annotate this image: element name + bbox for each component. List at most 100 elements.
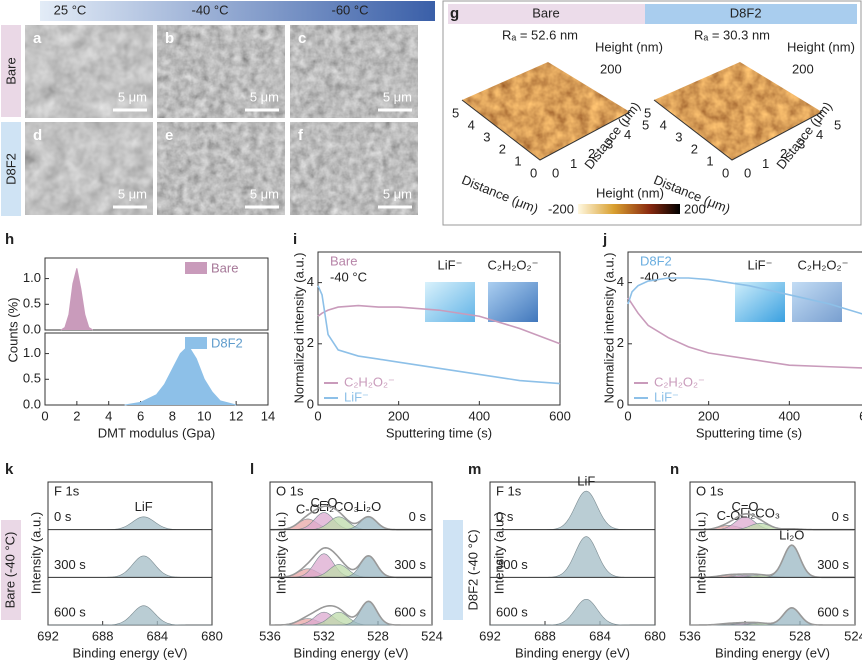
x-tick-label: 8 (169, 408, 176, 423)
y-tick-label: 1.0 (23, 345, 41, 360)
row-label: 0 s (496, 509, 514, 524)
x-tick-label: 684 (146, 628, 168, 643)
scale-label: 5 μm (383, 89, 412, 104)
afm-surface (462, 62, 630, 160)
scale-label: 5 μm (250, 89, 279, 104)
sem-image (290, 122, 418, 215)
tof-cube (792, 282, 842, 322)
y-tick-label: 0.5 (23, 371, 41, 386)
roughness: Rₐ = 30.3 nm (694, 27, 770, 42)
distance-tick: 4 (468, 117, 475, 132)
y-axis-label: Normalized intensity (a.u.) (291, 253, 306, 404)
insets (425, 282, 842, 322)
y-tick-label: 2 (617, 335, 624, 350)
x-tick-label: 10 (197, 408, 211, 423)
scale-label: 5 μm (383, 186, 412, 201)
roughness: Rₐ = 52.6 nm (502, 27, 578, 42)
x-tick-label: 200 (698, 408, 720, 423)
y-tick-label: 4 (307, 274, 314, 289)
afm-header (448, 4, 645, 24)
component-label: C-O (296, 501, 320, 516)
distance-tick: 5 (644, 105, 651, 120)
panel-letter: b (165, 30, 174, 47)
height-tick: 200 (792, 61, 814, 76)
inset-label: LiF⁻ (748, 257, 773, 272)
row-label: 300 s (394, 557, 426, 572)
y-axis-label: Normalized intensity (a.u.) (601, 253, 616, 404)
peak-fit (48, 516, 212, 530)
panel-letter: l (250, 461, 254, 478)
side-box (443, 520, 463, 620)
distance-tick: 1 (762, 156, 769, 171)
distance-tick: 1 (706, 153, 713, 168)
component-label: Li₂CO₃ (319, 499, 359, 514)
legend-swatch (185, 262, 207, 274)
afm-header-label: D8F2 (730, 5, 762, 20)
x-tick-label: 532 (734, 628, 756, 643)
component-label: Li₂CO₃ (740, 506, 780, 521)
distance-tick: 2 (499, 141, 506, 156)
distance-tick: 3 (675, 129, 682, 144)
distance-tick: 2 (588, 146, 595, 161)
y-tick-label: 1.0 (23, 270, 41, 285)
x-tick-label: 400 (778, 408, 800, 423)
x-tick-label: 200 (388, 408, 410, 423)
x-tick-label: 692 (37, 628, 59, 643)
envelope (689, 607, 855, 626)
y-tick-label: 2 (307, 335, 314, 350)
scale-label: 5 μm (250, 186, 279, 201)
distance-tick: 4 (624, 127, 631, 142)
x-tick-label: 600 (859, 408, 862, 423)
x-axis-label: Binding energy (eV) (294, 645, 409, 660)
legend-label: LiF⁻ (344, 389, 369, 404)
scale-label: 5 μm (118, 186, 147, 201)
panel-letter: k (5, 461, 14, 478)
row-box (1, 122, 21, 216)
distance-tick: 0 (722, 165, 729, 180)
distance-tick: 5 (834, 117, 841, 132)
panel-letter: a (33, 30, 42, 47)
afm-surface (654, 62, 822, 160)
x-tick-label: 680 (201, 628, 223, 643)
x-tick-label: 0 (41, 408, 48, 423)
distance-tick: 4 (816, 127, 823, 142)
peak-fit (490, 598, 655, 626)
side-box (1, 520, 21, 620)
y-axis-label: Intensity (a.u.) (491, 512, 506, 594)
inset-label: LiF⁻ (438, 257, 463, 272)
distance-tick: 0 (744, 165, 751, 180)
sem-image (157, 25, 285, 118)
distance-label: Distance (μm) (460, 172, 541, 216)
afm-axis (461, 99, 631, 161)
histogram-area (124, 345, 237, 406)
inset-label: C₂H₂O₂⁻ (798, 257, 849, 272)
row-label: 600 s (496, 604, 528, 619)
panel-letter: i (293, 231, 297, 248)
x-tick-label: 688 (534, 628, 556, 643)
y-tick-label: 0.0 (23, 396, 41, 411)
core-level: F 1s (496, 483, 522, 498)
tof-cube (425, 282, 475, 322)
y-tick-label: 0.0 (23, 321, 41, 336)
legend-label: C₂H₂O₂⁻ (654, 374, 705, 389)
x-tick-label: 12 (229, 408, 243, 423)
legend-label: Bare (211, 260, 238, 275)
row-label: 600 s (54, 604, 86, 619)
row-label: 0 s (832, 509, 850, 524)
panel-letter: f (298, 127, 304, 144)
x-axis-label: DMT modulus (Gpa) (98, 425, 216, 440)
sem-image (290, 25, 418, 118)
series-line (317, 285, 561, 385)
panel-letter: e (165, 127, 173, 144)
distance-tick: 2 (780, 146, 787, 161)
component-label: Li₂O (356, 499, 381, 514)
x-tick-label: 536 (259, 628, 281, 643)
x-tick-label: 400 (468, 408, 490, 423)
panel-letter: h (5, 231, 14, 248)
x-tick-label: 6 (137, 408, 144, 423)
envelope (269, 600, 432, 626)
colorbar-tick: -200 (548, 201, 574, 216)
x-tick-label: 600 (549, 408, 571, 423)
row-label: 0 s (54, 509, 72, 524)
x-tick-label: 528 (367, 628, 389, 643)
